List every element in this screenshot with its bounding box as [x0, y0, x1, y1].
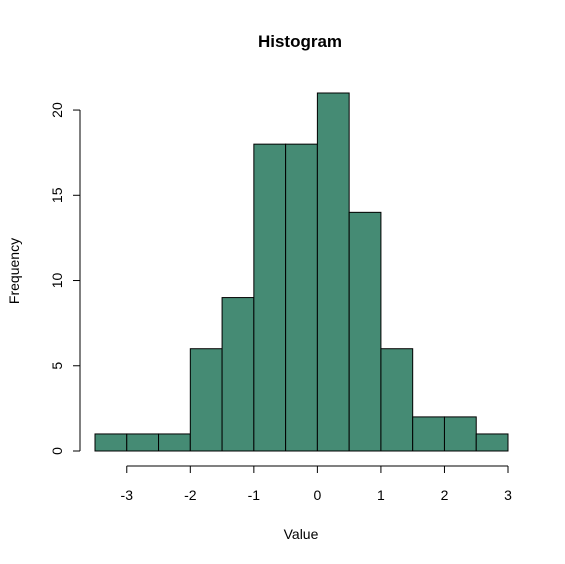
histogram-bar: [158, 433, 191, 452]
histogram-bar: [348, 211, 382, 452]
histogram-bar: [285, 143, 318, 452]
x-axis: -3 -2 -1 0 1 2 3: [121, 465, 512, 503]
y-tick-label: 10: [49, 273, 65, 289]
bars-group: [94, 92, 509, 452]
histogram-bar: [412, 416, 445, 452]
histogram-bar: [380, 348, 414, 452]
y-tick-label: 5: [49, 362, 65, 370]
histogram-bar: [253, 143, 287, 452]
histogram-bar: [221, 297, 255, 452]
x-axis-label: Value: [284, 526, 319, 542]
histogram-bar: [443, 416, 477, 452]
y-axis-label: Frequency: [6, 238, 22, 304]
histogram-bar: [189, 348, 223, 452]
histogram-bar: [475, 433, 509, 452]
histogram-bar: [94, 433, 128, 452]
x-tick-label: 3: [504, 487, 512, 503]
x-tick-label: -2: [184, 487, 197, 503]
x-tick-label: 0: [313, 487, 321, 503]
histogram-bar: [126, 433, 160, 452]
x-tick-label: 1: [377, 487, 385, 503]
y-tick-label: 0: [49, 447, 65, 455]
histogram-bar: [316, 92, 350, 452]
x-tick-label: -3: [121, 487, 134, 503]
x-tick-label: 2: [441, 487, 449, 503]
y-axis: 0 5 10 15 20: [49, 102, 81, 455]
x-tick-label: -1: [248, 487, 261, 503]
y-tick-label: 15: [49, 187, 65, 203]
y-tick-label: 20: [49, 102, 65, 118]
chart-title: Histogram: [258, 32, 342, 51]
